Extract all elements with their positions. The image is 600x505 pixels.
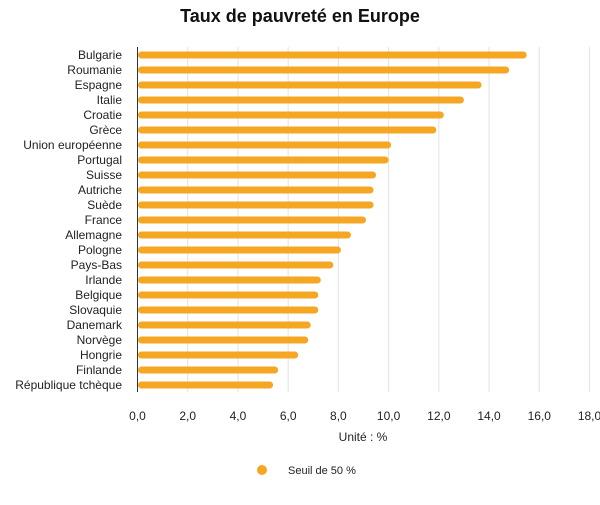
bar[interactable]: [138, 96, 464, 104]
category-label: Pays-Bas: [71, 258, 122, 272]
bar[interactable]: [138, 261, 334, 269]
bar[interactable]: [138, 171, 377, 179]
category-label: Union européenne: [23, 138, 122, 152]
x-tick-label: 16,0: [528, 409, 552, 423]
category-label: Croatie: [83, 108, 122, 122]
bar[interactable]: [138, 81, 482, 89]
category-label: Suisse: [86, 168, 122, 182]
category-label: Slovaquie: [69, 303, 122, 317]
category-label: Finlande: [76, 363, 122, 377]
category-label: Italie: [97, 93, 123, 107]
category-label: Norvège: [77, 333, 123, 347]
x-tick-label: 2,0: [179, 409, 196, 423]
x-axis-title: Unité : %: [339, 430, 388, 444]
category-label: Espagne: [75, 78, 123, 92]
bar[interactable]: [138, 366, 279, 374]
bar[interactable]: [138, 291, 319, 299]
category-label: Danemark: [67, 318, 123, 332]
category-label: Portugal: [77, 153, 122, 167]
bar[interactable]: [138, 186, 374, 194]
bar[interactable]: [138, 141, 392, 149]
bar[interactable]: [138, 246, 341, 254]
category-label: Roumanie: [67, 63, 122, 77]
x-tick-label: 12,0: [427, 409, 451, 423]
category-label: Pologne: [78, 243, 122, 257]
category-label: Autriche: [78, 183, 122, 197]
legend-marker: [257, 465, 267, 475]
category-label: Irlande: [85, 273, 122, 287]
legend[interactable]: Seuil de 50 %: [257, 465, 356, 477]
x-tick-label: 0,0: [129, 409, 146, 423]
category-label: Allemagne: [65, 228, 122, 242]
bar[interactable]: [138, 156, 389, 164]
category-label: Grèce: [89, 123, 122, 137]
category-label: Bulgarie: [78, 48, 122, 62]
bar[interactable]: [138, 126, 437, 134]
bar[interactable]: [138, 201, 374, 209]
bar[interactable]: [138, 216, 367, 224]
x-tick-label: 10,0: [377, 409, 401, 423]
grid-layer: [187, 47, 590, 392]
bar[interactable]: [138, 51, 527, 59]
category-label: Hongrie: [80, 348, 122, 362]
bar[interactable]: [138, 111, 444, 119]
category-label: France: [85, 213, 123, 227]
bar[interactable]: [138, 351, 299, 359]
chart-title: Taux de pauvreté en Europe: [180, 6, 420, 26]
tick-label-layer: 0,0 2,0 4,0 6,0 8,0 10,0 12,0 14,0 16,0 18,0: [129, 409, 600, 423]
x-tick-label: 4,0: [230, 409, 247, 423]
category-label: Suède: [87, 198, 122, 212]
x-tick-label: 6,0: [280, 409, 297, 423]
legend-label: Seuil de 50 %: [288, 465, 356, 477]
bar[interactable]: [138, 306, 319, 314]
x-tick-label: 14,0: [477, 409, 501, 423]
bar-layer: [138, 51, 527, 389]
bar[interactable]: [138, 276, 321, 284]
bar[interactable]: [138, 231, 351, 239]
bar[interactable]: [138, 336, 309, 344]
x-tick-label: 18,0: [578, 409, 600, 423]
bar[interactable]: [138, 321, 311, 329]
category-label-layer: BulgarieRoumanieEspagneItalieCroatieGrèc…: [15, 48, 123, 392]
category-label: République tchèque: [15, 378, 122, 392]
category-label: Belgique: [75, 288, 122, 302]
bar[interactable]: [138, 381, 274, 389]
x-tick-label: 8,0: [330, 409, 347, 423]
bar[interactable]: [138, 66, 510, 74]
